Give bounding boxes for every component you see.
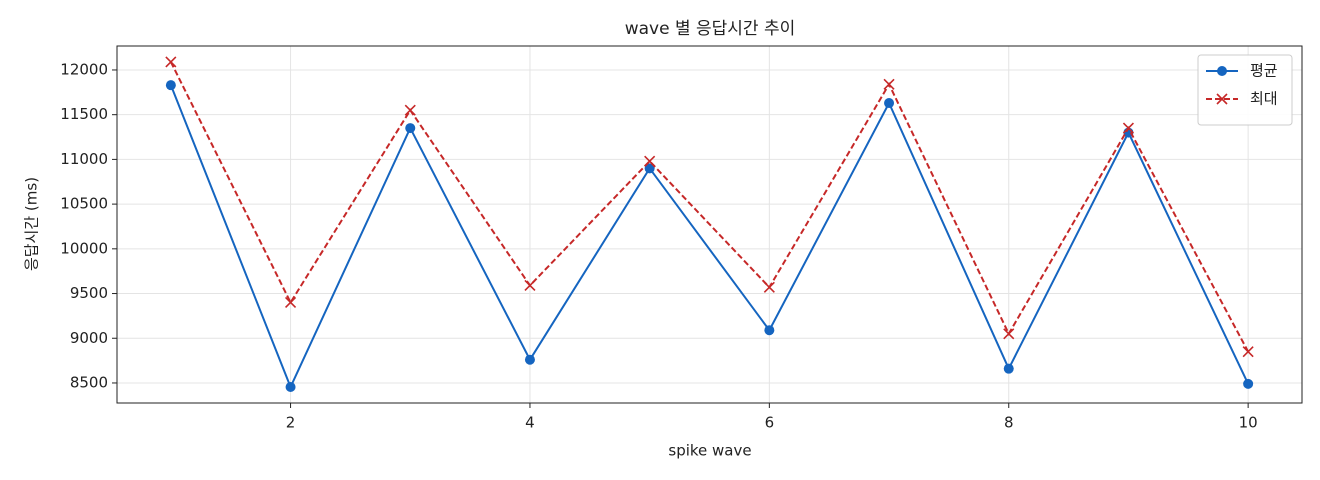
legend-label: 평균	[1250, 62, 1278, 80]
point	[404, 104, 416, 116]
legend-box	[1197, 54, 1293, 126]
legend-marker	[1216, 93, 1228, 105]
y-axis-label: 응답시간 (ms)	[23, 177, 41, 271]
x-tick-label: 4	[525, 414, 535, 432]
point	[284, 296, 297, 309]
y-tick-label: 12000	[60, 60, 108, 78]
legend-marker	[1217, 66, 1227, 76]
point	[1243, 378, 1254, 389]
x-tick-label: 10	[1239, 414, 1258, 432]
point	[764, 325, 775, 336]
chart-title: wave 별 응답시간 추이	[625, 19, 796, 39]
plot-frame	[116, 45, 1303, 404]
y-tick-label: 10500	[60, 195, 108, 213]
point	[165, 56, 177, 68]
y-tick-label: 8500	[70, 373, 108, 391]
point	[1242, 346, 1254, 358]
point	[644, 163, 655, 174]
x-tick-label: 8	[1004, 414, 1014, 432]
series-line	[169, 84, 1250, 390]
point	[763, 281, 775, 293]
point	[1122, 122, 1135, 134]
point	[285, 381, 296, 392]
point	[644, 155, 656, 167]
legend-label: 최대	[1250, 90, 1278, 108]
y-tick-label: 11000	[60, 150, 108, 168]
point	[884, 98, 895, 109]
x-tick-label: 2	[286, 414, 296, 432]
point	[524, 279, 536, 292]
point	[883, 78, 895, 90]
point	[165, 80, 176, 91]
point	[1003, 363, 1014, 374]
y-tick-label: 11500	[60, 105, 108, 123]
y-tick-label: 9500	[70, 284, 108, 302]
point	[524, 354, 535, 365]
x-tick-label: 6	[765, 414, 775, 432]
series-line	[169, 61, 1250, 353]
point	[1003, 328, 1015, 340]
y-tick-label: 10000	[60, 239, 108, 257]
x-axis-label: spike wave	[668, 442, 751, 460]
y-tick-label: 9000	[70, 329, 108, 347]
point	[405, 123, 416, 134]
